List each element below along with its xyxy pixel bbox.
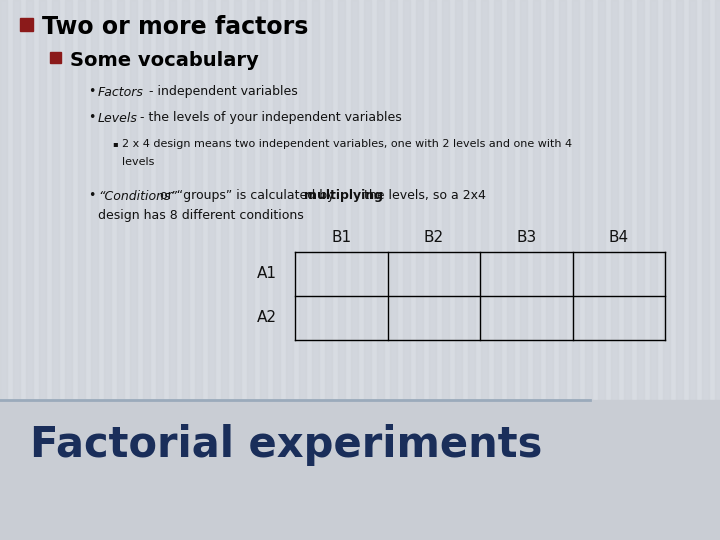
Bar (273, 0, 279, 540)
Text: A2: A2 (257, 310, 277, 326)
Text: Factorial experiments: Factorial experiments (30, 424, 542, 466)
Text: - independent variables: - independent variables (145, 85, 298, 98)
Bar (377, 0, 384, 540)
Bar (13, 0, 19, 540)
Bar (702, 0, 708, 540)
Bar (286, 0, 292, 540)
Bar (65, 0, 71, 540)
Bar (455, 0, 462, 540)
Bar (403, 0, 410, 540)
Bar (130, 0, 137, 540)
Text: the levels, so a 2x4: the levels, so a 2x4 (360, 190, 486, 202)
Text: •: • (88, 85, 95, 98)
Bar (468, 0, 474, 540)
Text: B4: B4 (608, 231, 629, 246)
Text: B3: B3 (516, 231, 536, 246)
Text: B2: B2 (423, 231, 444, 246)
Bar (416, 0, 423, 540)
Bar (312, 0, 318, 540)
Bar (559, 0, 565, 540)
Bar (20, 18, 33, 31)
Bar (689, 0, 696, 540)
Text: ▪: ▪ (112, 139, 117, 148)
Bar (650, 0, 657, 540)
Bar (325, 0, 331, 540)
Bar (0, 0, 6, 540)
Bar (234, 0, 240, 540)
Bar (533, 0, 539, 540)
Bar (156, 0, 163, 540)
Bar (546, 0, 552, 540)
Text: design has 8 different conditions: design has 8 different conditions (98, 210, 304, 222)
Bar (624, 0, 631, 540)
Bar (676, 0, 683, 540)
Bar (520, 0, 526, 540)
Bar (260, 0, 266, 540)
Bar (442, 0, 449, 540)
Text: multiplying: multiplying (304, 190, 383, 202)
Bar (637, 0, 644, 540)
Text: B1: B1 (331, 231, 351, 246)
Text: •: • (88, 190, 95, 202)
Text: A1: A1 (257, 267, 277, 281)
Bar (572, 0, 578, 540)
Bar (117, 0, 124, 540)
Bar (351, 0, 358, 540)
Bar (390, 0, 397, 540)
Bar (78, 0, 84, 540)
Bar (52, 0, 58, 540)
Bar (26, 0, 32, 540)
Bar (585, 0, 592, 540)
Text: •: • (88, 111, 95, 125)
Bar (481, 0, 487, 540)
Bar (338, 0, 344, 540)
Bar (663, 0, 670, 540)
Bar (507, 0, 513, 540)
Bar (169, 0, 176, 540)
Bar (247, 0, 253, 540)
Bar (50, 52, 61, 63)
Text: Factors: Factors (98, 85, 144, 98)
Text: Some vocabulary: Some vocabulary (70, 51, 258, 70)
Bar (143, 0, 150, 540)
Bar (208, 0, 215, 540)
Text: “Conditions”: “Conditions” (98, 190, 177, 202)
Bar (299, 0, 305, 540)
Bar (104, 0, 110, 540)
Bar (715, 0, 720, 540)
Bar (0, 400, 720, 540)
Text: Levels: Levels (98, 111, 138, 125)
Bar (611, 0, 618, 540)
Bar (195, 0, 202, 540)
Bar (39, 0, 45, 540)
Text: - the levels of your independent variables: - the levels of your independent variabl… (136, 111, 402, 125)
Bar (364, 0, 371, 540)
Bar (182, 0, 189, 540)
Bar (598, 0, 605, 540)
Text: or “groups” is calculated by: or “groups” is calculated by (156, 190, 338, 202)
Text: 2 x 4 design means two independent variables, one with 2 levels and one with 4: 2 x 4 design means two independent varia… (122, 139, 572, 149)
Bar (221, 0, 228, 540)
Bar (494, 0, 500, 540)
Text: levels: levels (122, 157, 154, 167)
Text: Two or more factors: Two or more factors (42, 15, 308, 39)
Bar (429, 0, 436, 540)
Bar (91, 0, 97, 540)
